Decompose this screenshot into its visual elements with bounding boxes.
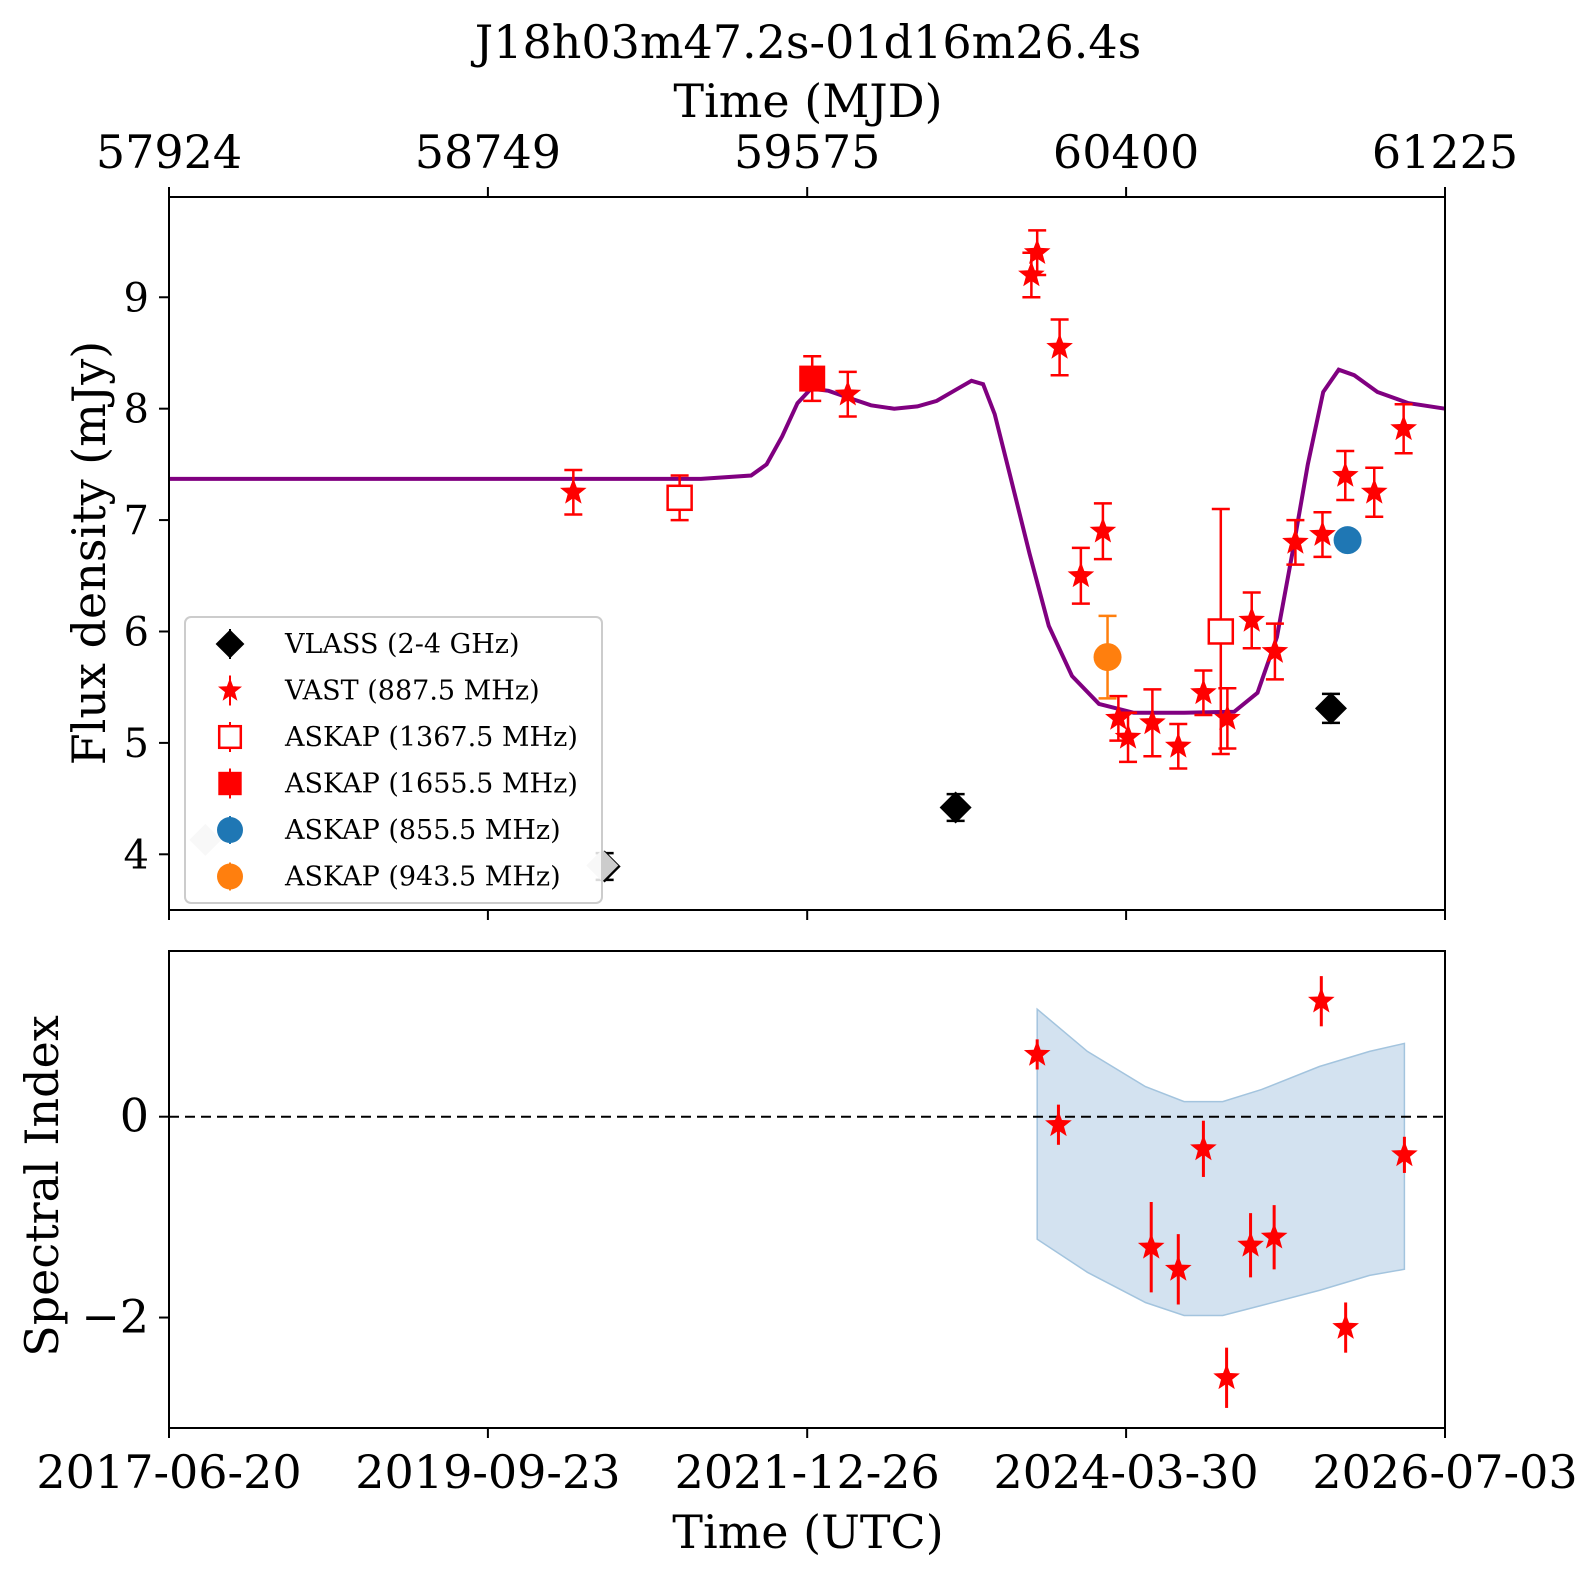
legend-label: ASKAP (855.5 MHz)	[284, 815, 561, 846]
bottom-tick-label: 2021-12-26	[675, 1445, 940, 1499]
spectral-ytick-label: −2	[81, 1290, 149, 1344]
diamond-marker	[1314, 692, 1347, 725]
star-marker	[1237, 1231, 1264, 1257]
star-marker	[1105, 704, 1132, 730]
legend-circle-marker	[217, 817, 243, 843]
star-marker	[1089, 517, 1117, 543]
bottom-axis-ticks: 2017-06-20 2019-09-23 2021-12-26 2024-03-30…	[36, 910, 1578, 1499]
star-marker	[1238, 606, 1265, 632]
top-tick-label: 57924	[96, 125, 242, 179]
circle-marker	[1093, 643, 1122, 672]
spectral-ylabel: Spectral Index	[15, 1015, 69, 1357]
legend-label: ASKAP (1367.5 MHz)	[284, 722, 578, 753]
bottom-tick-label: 2019-09-23	[355, 1445, 620, 1499]
star-marker	[1190, 1134, 1217, 1161]
star-marker	[1045, 1110, 1072, 1137]
flux-ylabel: Flux density (mJy)	[62, 341, 116, 765]
open-square-marker	[1207, 618, 1235, 645]
legend-box	[184, 616, 603, 904]
filled-square-marker	[799, 365, 826, 392]
diamond-marker	[215, 629, 245, 659]
star-marker	[1165, 1255, 1192, 1281]
spectral-data-points	[1023, 976, 1418, 1408]
top-tick-label: 58749	[415, 125, 561, 179]
star-marker	[1023, 238, 1051, 264]
star-marker	[1023, 1040, 1051, 1066]
flux-panel: Flux density (mJy) 4 5 6 7 8 9 VLASS (2-4 GHz…	[62, 196, 1446, 911]
star-marker	[1332, 461, 1359, 487]
spectral-index-panel: Spectral Index 0 −2	[15, 950, 1446, 1429]
circle-marker	[1333, 526, 1362, 555]
star-marker	[1114, 723, 1142, 749]
spectral-yticks: 0 −2	[81, 1089, 169, 1344]
legend-label: VLASS (2-4 GHz)	[284, 629, 520, 660]
spectral-ytick-label: 0	[120, 1089, 149, 1143]
legend-entry: VAST (887.5 MHz)	[218, 675, 540, 707]
legend-circle-marker	[217, 863, 243, 890]
flux-ytick-label: 4	[124, 832, 149, 878]
chart-title: J18h03m47.2s-01d16m26.4s	[471, 15, 1141, 69]
star-marker	[560, 478, 587, 504]
star-marker	[1137, 1233, 1165, 1259]
star-marker	[1332, 1313, 1359, 1339]
open-square-marker	[666, 484, 693, 512]
legend-entry: VLASS (2-4 GHz)	[215, 629, 520, 660]
legend-label: VAST (887.5 MHz)	[284, 676, 540, 707]
star-marker	[1282, 528, 1309, 554]
star-marker	[1260, 1223, 1288, 1249]
star-marker	[1360, 478, 1388, 504]
star-marker	[1046, 333, 1073, 359]
star-marker	[1067, 561, 1095, 588]
legend-label: ASKAP (943.5 MHz)	[284, 862, 561, 893]
star-marker	[1391, 1140, 1418, 1167]
diamond-marker	[939, 791, 972, 824]
star-marker	[1390, 414, 1417, 441]
star-marker	[1308, 987, 1335, 1013]
star-marker	[1261, 637, 1289, 663]
legend-entry: ASKAP (943.5 MHz)	[217, 862, 561, 893]
top-axis-label: Time (MJD)	[673, 74, 942, 128]
uncertainty-band	[1036, 1007, 1406, 1317]
top-axis-ticks: 57924 58749 59575 60400 61225	[96, 125, 1518, 197]
star-marker	[1309, 520, 1336, 546]
top-tick-label: 61225	[1372, 125, 1518, 179]
bottom-axis-label: Time (UTC)	[672, 1505, 943, 1559]
star-marker	[1018, 261, 1045, 287]
legend-entry: ASKAP (1367.5 MHz)	[217, 722, 578, 753]
top-tick-label: 60400	[1053, 125, 1199, 179]
flux-ytick-label: 7	[124, 498, 149, 544]
star-marker	[1190, 678, 1217, 705]
bottom-tick-label: 2024-03-30	[993, 1445, 1258, 1499]
star-marker	[1139, 708, 1166, 735]
bottom-tick-label: 2017-06-20	[36, 1445, 301, 1499]
flux-yticks: 4 5 6 7 8 9	[124, 275, 169, 878]
flux-ytick-label: 6	[124, 609, 149, 655]
flux-data-points	[189, 229, 1417, 883]
flux-ytick-label: 9	[124, 275, 149, 321]
legend-label: ASKAP (1655.5 MHz)	[284, 769, 578, 800]
flux-ytick-label: 5	[124, 721, 149, 767]
legend-entry: ASKAP (1655.5 MHz)	[218, 768, 578, 800]
open-square-marker	[217, 724, 243, 750]
filled-square-marker	[218, 771, 242, 796]
legend: VLASS (2-4 GHz) VAST (887.5 MHz) ASKAP (13…	[184, 616, 603, 904]
star-marker	[834, 380, 862, 406]
legend-entry: ASKAP (855.5 MHz)	[217, 815, 561, 846]
star-marker	[218, 677, 242, 701]
star-marker	[1165, 732, 1192, 758]
top-tick-label: 59575	[734, 125, 880, 179]
star-marker	[1214, 704, 1241, 730]
star-marker	[1213, 1363, 1240, 1390]
bottom-tick-label: 2026-07-03	[1312, 1445, 1577, 1499]
model-curve	[169, 367, 1446, 715]
flux-ytick-label: 8	[124, 387, 149, 433]
